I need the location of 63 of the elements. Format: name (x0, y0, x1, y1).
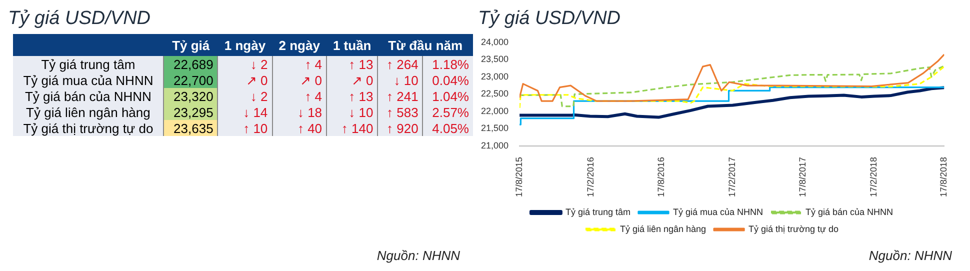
x-tick-label: 17/8/2017 (797, 156, 808, 198)
legend-label: Tỷ giá thị trường tự do (748, 224, 839, 234)
text: ↑ 241 (386, 88, 418, 104)
category-label: 2 ngày (278, 36, 321, 55)
text: 22,689 (174, 56, 214, 72)
text: 22,700 (174, 72, 214, 88)
text: 1.18% (432, 56, 469, 72)
text: Nguồn: NHNN (868, 248, 953, 263)
x-tick-label: 17/2/2016 (585, 156, 596, 198)
text: ↓ 14 (243, 104, 268, 120)
category-label: Tỷ giá liên ngân hàng (26, 104, 150, 120)
x-tick-label: 17/8/2018 (938, 156, 949, 198)
chart-title: Tỷ giá USD/VND (478, 8, 622, 31)
text: ↑ 4 (304, 56, 322, 72)
text: 1.04% (432, 88, 469, 104)
category-label: Tỷ giá thị trường tự do (23, 120, 154, 136)
legend-label: Tỷ giá mua của NHNN (672, 206, 764, 217)
text: 0.04% (432, 72, 469, 88)
text: Nguồn: NHNN (376, 248, 461, 263)
legend-label: Tỷ giá trung tâm (565, 206, 630, 217)
y-tick-label: 24,000 (480, 36, 509, 47)
category-label: 1 tuần (332, 36, 372, 54)
legend-label: Tỷ giá bán của NHNN (806, 206, 894, 217)
text: ↑ 10 (243, 120, 268, 136)
text: ↓ 10 (394, 72, 418, 88)
text: ↑ 40 (297, 120, 322, 136)
text: 23,635 (174, 120, 214, 136)
x-tick-label: 17/8/2016 (656, 156, 666, 198)
y-tick-label: 21,500 (480, 123, 509, 134)
y-tick-label: 23,500 (480, 54, 509, 64)
y-tick-label: 22,000 (480, 106, 509, 116)
category-label: Tỷ giá mua của NHNN (23, 72, 154, 88)
category-label: Tỷ giá bán của NHNN (24, 88, 152, 104)
text: 4.05% (432, 120, 469, 136)
category-label: Tỷ giá (171, 36, 211, 55)
text: ↓ 2 (250, 56, 268, 72)
text: ↑ 583 (386, 104, 418, 120)
text: ↗ 0 (300, 72, 322, 88)
category-label: Tỷ giá trung tâm (41, 56, 136, 72)
text: ↗ 0 (351, 72, 374, 88)
text: ↓ 18 (297, 104, 322, 120)
text: 23,295 (174, 104, 214, 120)
y-tick-label: 21,000 (480, 140, 509, 150)
legend-label: Tỷ giá liên ngân hàng (620, 224, 706, 234)
x-tick-label: 17/2/2017 (727, 156, 738, 198)
text: 23,320 (174, 88, 214, 104)
text: ↓ 10 (348, 104, 374, 120)
text: ↓ 2 (250, 88, 268, 104)
text: ↑ 13 (348, 56, 374, 72)
y-tick-label: 23,000 (480, 71, 509, 82)
text: ↑ 140 (341, 120, 374, 136)
category-label: 1 ngày (223, 36, 267, 55)
text: ↑ 920 (386, 120, 418, 136)
text: 2.57% (432, 104, 469, 120)
category-label: Từ đầu năm (387, 36, 464, 54)
x-tick-label: 17/2/2018 (868, 156, 879, 198)
text: Tỷ giá USD/VND (8, 8, 152, 31)
text: ↑ 13 (348, 88, 374, 104)
text: ↗ 0 (246, 72, 268, 88)
text: ↑ 4 (304, 88, 322, 104)
x-tick-label: 17/8/2015 (514, 156, 524, 198)
text: ↑ 264 (386, 56, 418, 72)
y-tick-label: 22,500 (480, 88, 509, 99)
